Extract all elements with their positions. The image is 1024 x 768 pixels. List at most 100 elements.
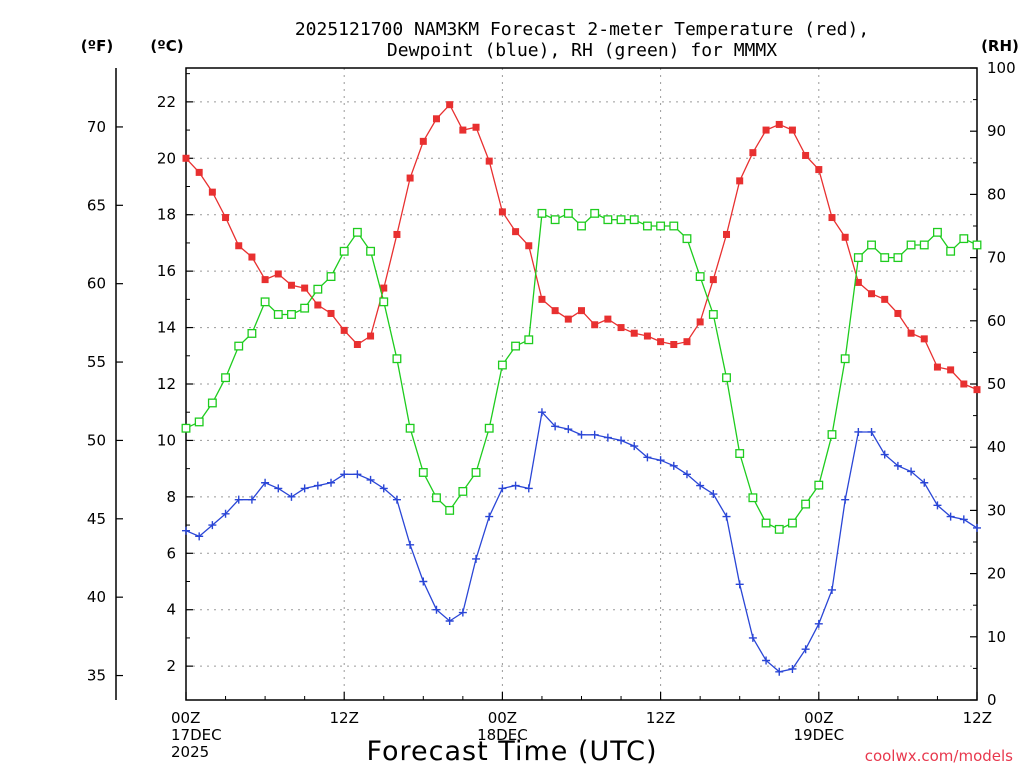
data-point-temperature	[353, 341, 361, 348]
data-point-temperature	[854, 278, 862, 286]
data-point-temperature	[472, 123, 480, 131]
data-point-dewpoint	[485, 512, 494, 521]
data-point-dewpoint	[551, 422, 560, 431]
data-point-temperature	[222, 214, 230, 222]
data-point-temperature	[261, 276, 269, 284]
data-point-rh	[497, 360, 507, 370]
data-point-rh	[801, 499, 811, 509]
data-point-temperature	[960, 380, 968, 388]
data-point-dewpoint	[498, 484, 507, 493]
data-point-rh	[287, 310, 296, 319]
data-point-rh	[313, 284, 323, 294]
fahrenheit-tick-label: 55	[87, 353, 106, 371]
fahrenheit-tick-label: 40	[87, 588, 106, 606]
data-point-dewpoint	[722, 512, 731, 521]
credit-text: coolwx.com/models	[865, 747, 1013, 765]
data-point-rh	[867, 240, 876, 250]
data-point-rh	[629, 215, 639, 225]
x-tick-label: 00Z	[804, 709, 833, 727]
data-point-rh	[247, 328, 257, 338]
celsius-tick-label: 6	[166, 544, 176, 562]
data-point-temperature	[604, 315, 612, 323]
data-point-dewpoint	[300, 484, 309, 493]
data-point-dewpoint	[656, 456, 665, 465]
gridlines	[185, 68, 978, 700]
rh-tick-label: 30	[987, 501, 1006, 519]
data-point-rh	[445, 505, 455, 515]
data-point-rh	[787, 518, 797, 528]
celsius-tick-label: 2	[166, 657, 176, 675]
data-point-dewpoint	[827, 585, 836, 594]
data-point-dewpoint	[907, 467, 916, 476]
data-point-rh	[366, 246, 376, 256]
data-point-dewpoint	[788, 664, 797, 673]
data-point-dewpoint	[458, 608, 467, 617]
x-axis-title: Forecast Time (UTC)	[366, 736, 657, 767]
data-point-temperature	[762, 126, 770, 134]
data-point-temperature	[723, 230, 731, 238]
data-point-rh	[814, 480, 824, 490]
data-point-rh	[642, 221, 652, 231]
rh-axis-label: (RH)	[981, 37, 1019, 55]
rh-tick-label: 10	[987, 628, 1006, 646]
data-point-rh	[577, 221, 586, 231]
fahrenheit-tick-label: 60	[87, 275, 106, 293]
data-point-temperature	[841, 233, 849, 241]
data-point-rh	[616, 215, 626, 225]
x-tick-label: 12Z	[646, 709, 675, 727]
axes	[115, 67, 978, 701]
data-point-temperature	[406, 174, 414, 182]
data-point-rh	[418, 468, 428, 477]
data-point-rh	[893, 253, 903, 263]
data-point-rh	[933, 227, 942, 237]
data-point-dewpoint	[472, 554, 481, 563]
data-point-temperature	[393, 230, 401, 238]
data-point-dewpoint	[590, 430, 599, 439]
data-point-rh	[722, 373, 731, 383]
data-point-rh	[946, 246, 956, 256]
data-point-rh	[405, 423, 415, 433]
data-point-rh	[471, 468, 481, 477]
data-point-rh	[774, 524, 784, 534]
data-point-temperature	[512, 228, 520, 236]
rh-tick-label: 70	[987, 249, 1006, 267]
x-tick-label: 12Z	[330, 709, 359, 727]
data-point-dewpoint	[775, 667, 784, 676]
data-point-dewpoint	[366, 475, 375, 484]
data-point-temperature	[367, 332, 375, 340]
data-point-dewpoint	[524, 484, 533, 493]
data-point-temperature	[670, 341, 678, 348]
data-point-dewpoint	[353, 470, 362, 479]
data-point-dewpoint	[920, 478, 929, 487]
data-point-dewpoint	[432, 605, 441, 614]
data-point-dewpoint	[537, 408, 546, 417]
data-point-rh	[669, 221, 679, 231]
series-line-dewpoint	[185, 410, 978, 673]
celsius-tick-label: 4	[166, 601, 176, 619]
data-point-temperature	[564, 315, 572, 323]
series-line-temperature	[185, 103, 978, 391]
data-point-temperature	[551, 307, 559, 315]
data-point-temperature	[578, 307, 585, 315]
data-point-temperature	[868, 290, 876, 298]
data-point-rh	[603, 215, 613, 225]
data-point-temperature	[498, 208, 506, 216]
data-point-rh	[840, 354, 850, 364]
data-point-dewpoint	[696, 481, 705, 490]
data-point-temperature	[419, 137, 427, 145]
rh-tick-label: 20	[987, 565, 1006, 583]
data-point-dewpoint	[577, 430, 586, 439]
data-point-dewpoint	[933, 501, 942, 510]
series-rh	[181, 208, 982, 534]
data-point-rh	[656, 221, 666, 231]
data-point-temperature	[907, 329, 915, 337]
data-point-dewpoint	[959, 515, 968, 524]
x-tick-label: 00Z	[171, 709, 200, 727]
data-point-temperature	[788, 126, 796, 134]
celsius-tick-label: 16	[157, 262, 176, 280]
fahrenheit-tick-label: 50	[87, 431, 106, 449]
data-point-temperature	[327, 309, 335, 317]
data-point-rh	[181, 423, 191, 433]
data-point-rh	[761, 518, 771, 528]
x-tick-label: 17DEC	[171, 726, 222, 744]
